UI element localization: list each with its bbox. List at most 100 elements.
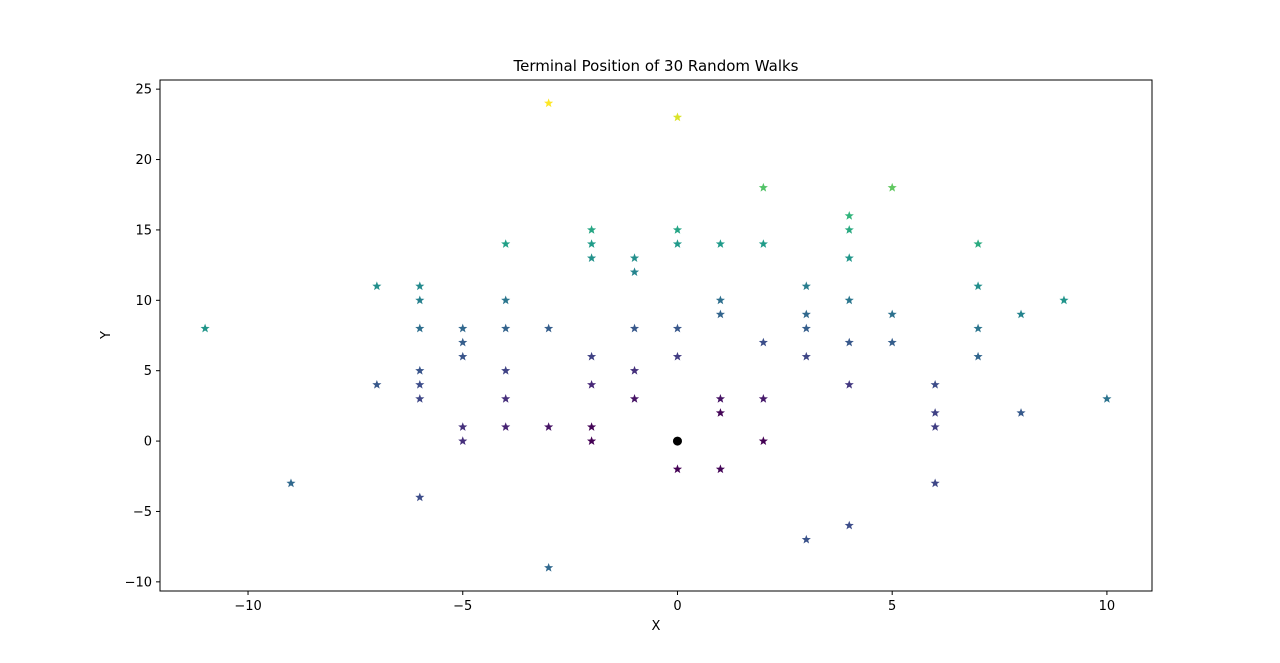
data-point bbox=[458, 337, 468, 347]
data-point bbox=[801, 309, 811, 319]
data-point bbox=[629, 267, 640, 277]
chart-title: Terminal Position of 30 Random Walks bbox=[512, 57, 798, 75]
data-point bbox=[672, 323, 683, 333]
data-point bbox=[629, 365, 640, 375]
data-point bbox=[844, 211, 854, 220]
data-point bbox=[629, 323, 640, 333]
data-point bbox=[544, 562, 554, 572]
data-point bbox=[758, 182, 768, 192]
data-point bbox=[415, 394, 425, 403]
data-point bbox=[715, 239, 725, 248]
data-point bbox=[801, 323, 811, 333]
data-point bbox=[587, 379, 597, 389]
data-point bbox=[544, 98, 554, 108]
data-point bbox=[844, 520, 854, 530]
data-point bbox=[1016, 309, 1026, 319]
data-point bbox=[587, 225, 597, 234]
data-point bbox=[200, 323, 210, 333]
y-tick-label: −10 bbox=[125, 575, 152, 590]
x-tick-label: −10 bbox=[234, 599, 261, 614]
data-point bbox=[844, 337, 854, 347]
data-point bbox=[1102, 394, 1112, 403]
data-point bbox=[715, 408, 725, 417]
data-point bbox=[458, 436, 468, 445]
data-point bbox=[415, 365, 425, 375]
data-point bbox=[672, 464, 683, 474]
data-point bbox=[458, 351, 468, 361]
data-point bbox=[501, 365, 511, 375]
y-tick-label: 20 bbox=[135, 153, 152, 168]
data-point bbox=[758, 394, 768, 403]
data-point bbox=[587, 253, 597, 262]
data-point bbox=[544, 422, 554, 431]
data-point bbox=[844, 253, 854, 262]
data-point bbox=[501, 239, 511, 248]
data-point bbox=[801, 281, 811, 291]
data-point bbox=[758, 436, 768, 445]
y-axis-label: Y bbox=[99, 331, 114, 340]
data-point bbox=[758, 239, 768, 248]
y-tick-label: −5 bbox=[133, 505, 152, 520]
data-point bbox=[587, 422, 597, 431]
y-tick-label: 25 bbox=[135, 83, 152, 98]
y-tick-label: 5 bbox=[144, 364, 152, 379]
origin-point bbox=[672, 436, 682, 446]
data-point bbox=[458, 323, 468, 333]
plot-area-frame bbox=[159, 79, 1153, 592]
x-axis-ticks: −10 −5 0 5 10 bbox=[234, 591, 1115, 614]
data-point bbox=[844, 225, 854, 234]
data-point bbox=[801, 534, 811, 544]
data-point bbox=[801, 351, 811, 361]
x-axis-label: X bbox=[652, 619, 661, 634]
data-point bbox=[458, 422, 468, 431]
data-point bbox=[887, 182, 897, 192]
data-point bbox=[715, 464, 725, 474]
data-point bbox=[715, 295, 725, 305]
x-tick-label: 0 bbox=[673, 599, 681, 614]
data-point bbox=[973, 323, 983, 333]
data-point bbox=[415, 492, 425, 502]
data-point bbox=[930, 379, 940, 389]
data-point bbox=[1059, 295, 1069, 305]
data-point bbox=[415, 379, 425, 389]
data-point bbox=[758, 337, 768, 347]
data-point bbox=[672, 225, 683, 234]
data-point bbox=[587, 351, 597, 361]
x-tick-label: 5 bbox=[888, 599, 896, 614]
data-point bbox=[415, 323, 425, 333]
data-point bbox=[372, 379, 382, 389]
y-tick-label: 0 bbox=[144, 435, 152, 450]
data-point bbox=[973, 351, 983, 361]
data-point bbox=[587, 436, 597, 445]
data-point bbox=[973, 281, 983, 291]
data-point bbox=[286, 478, 296, 488]
data-point bbox=[1016, 408, 1026, 417]
data-point bbox=[415, 295, 425, 305]
y-axis-ticks: −10 −5 0 5 10 15 20 25 bbox=[125, 83, 160, 590]
data-point bbox=[501, 422, 511, 431]
data-point bbox=[844, 295, 854, 305]
data-point bbox=[672, 112, 683, 122]
data-point bbox=[930, 478, 940, 488]
y-tick-label: 15 bbox=[135, 223, 152, 238]
data-point bbox=[887, 309, 897, 319]
data-point bbox=[844, 379, 854, 389]
data-point bbox=[715, 309, 725, 319]
data-point bbox=[587, 239, 597, 248]
data-point bbox=[501, 295, 511, 305]
data-point bbox=[930, 408, 940, 417]
data-point bbox=[930, 422, 940, 431]
data-points bbox=[200, 98, 1112, 572]
x-tick-label: 10 bbox=[1099, 599, 1116, 614]
x-tick-label: −5 bbox=[453, 599, 472, 614]
data-point bbox=[501, 323, 511, 333]
data-point bbox=[715, 394, 725, 403]
data-point bbox=[501, 394, 511, 403]
data-point bbox=[415, 281, 425, 291]
data-point bbox=[372, 281, 382, 291]
data-point bbox=[887, 337, 897, 347]
y-tick-label: 10 bbox=[135, 294, 152, 309]
data-point bbox=[672, 351, 683, 361]
data-point bbox=[629, 253, 640, 262]
